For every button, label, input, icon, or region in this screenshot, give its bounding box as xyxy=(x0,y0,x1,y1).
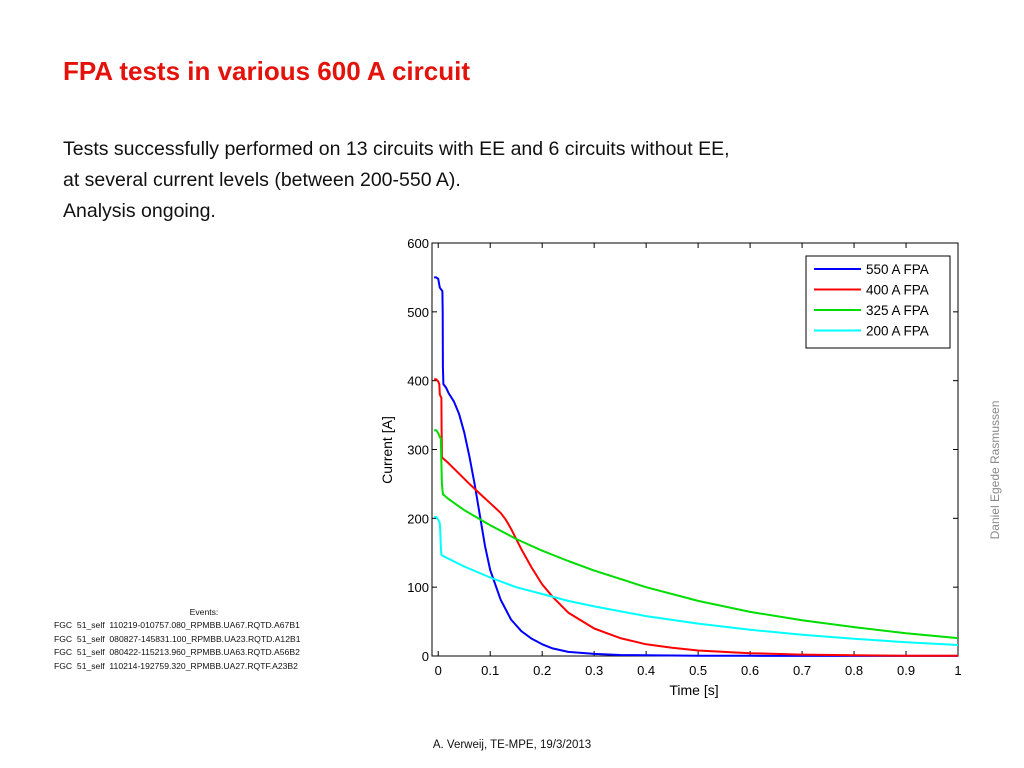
x-axis-label: Time [s] xyxy=(669,682,718,698)
body-line: Tests successfully performed on 13 circu… xyxy=(63,138,730,160)
author-credit: Daniel Egede Rasmussen xyxy=(988,400,1002,540)
series-line-200-a-fpa xyxy=(434,516,959,646)
slide-footer: A. Verweij, TE-MPE, 19/3/2013 xyxy=(432,739,592,751)
body-line: Analysis ongoing. xyxy=(63,200,216,222)
event-line: FGC 51_self 080422-115213.960_RPMBB.UA63… xyxy=(54,647,300,658)
y-axis-label: Current [A] xyxy=(379,416,395,484)
body-line: at several current levels (between 200-5… xyxy=(63,169,461,191)
y-tick-label: 600 xyxy=(407,236,429,251)
event-line: FGC 51_self 080827-145831.100_RPMBB.UA23… xyxy=(54,633,301,644)
x-tick-label: 0.8 xyxy=(845,663,863,678)
event-line: FGC 51_self 110214-192759.320_RPMBB.UA27… xyxy=(54,660,298,671)
event-line: FGC 51_self 110219-010757.080_RPMBB.UA67… xyxy=(54,620,300,631)
y-tick-label: 500 xyxy=(407,305,429,320)
y-tick-label: 400 xyxy=(407,374,429,389)
x-tick-label: 0.4 xyxy=(637,663,655,678)
x-tick-label: 0.3 xyxy=(585,663,603,678)
legend-label: 200 A FPA xyxy=(866,324,929,339)
series-line-550-a-fpa xyxy=(434,276,958,657)
legend-box xyxy=(805,255,951,349)
slide-title: FPA tests in various 600 A circuit xyxy=(63,56,470,86)
y-tick-label: 300 xyxy=(407,443,429,458)
x-tick-label: 0.9 xyxy=(897,663,915,678)
legend-label: 550 A FPA xyxy=(866,262,929,277)
y-tick-label: 100 xyxy=(407,580,429,595)
x-tick-label: 0.7 xyxy=(793,663,811,678)
y-tick-label: 0 xyxy=(422,649,429,664)
legend-label: 400 A FPA xyxy=(866,283,929,298)
x-tick-label: 0.1 xyxy=(481,663,499,678)
x-tick-label: 0.2 xyxy=(533,663,551,678)
x-tick-label: 1 xyxy=(954,663,961,678)
series-line-325-a-fpa xyxy=(434,429,959,640)
x-tick-label: 0 xyxy=(435,663,442,678)
slide-body: Tests successfully performed on 13 circu… xyxy=(63,134,730,227)
y-tick-label: 200 xyxy=(407,511,429,526)
legend-label: 325 A FPA xyxy=(866,303,929,318)
x-tick-label: 0.6 xyxy=(741,663,759,678)
events-title: Events: xyxy=(189,607,219,617)
x-tick-label: 0.5 xyxy=(689,663,707,678)
series-line-400-a-fpa xyxy=(434,378,958,657)
events-block: Events: FGC 51_self 110219-010757.080_RP… xyxy=(54,606,354,673)
